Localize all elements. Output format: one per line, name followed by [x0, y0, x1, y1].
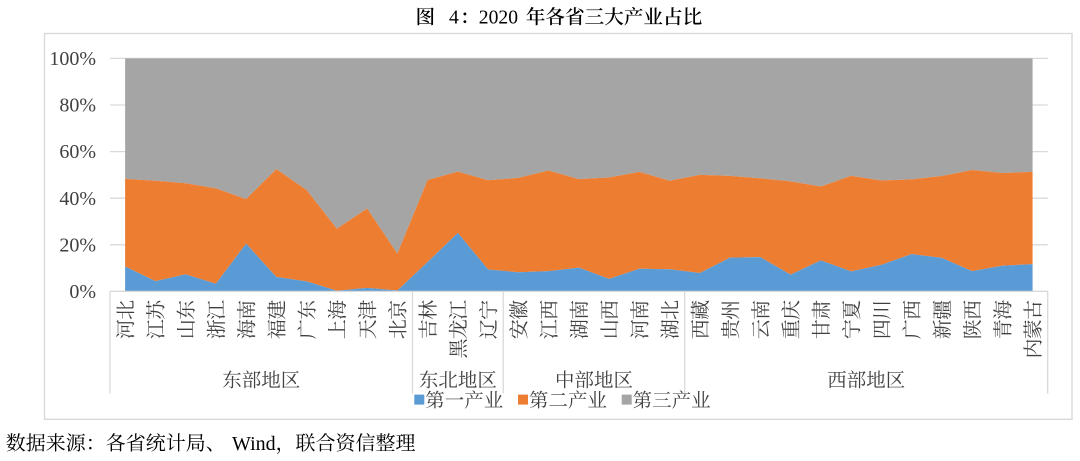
svg-text:60%: 60%: [59, 141, 96, 163]
svg-text:Wind: Wind: [232, 433, 276, 455]
svg-text:40%: 40%: [59, 188, 96, 210]
svg-text:0%: 0%: [69, 281, 96, 303]
svg-text:100%: 100%: [49, 48, 96, 70]
svg-text:80%: 80%: [59, 95, 96, 117]
svg-text:4: 4: [449, 8, 459, 29]
svg-text:20%: 20%: [59, 234, 96, 256]
svg-text:2020: 2020: [479, 8, 518, 29]
